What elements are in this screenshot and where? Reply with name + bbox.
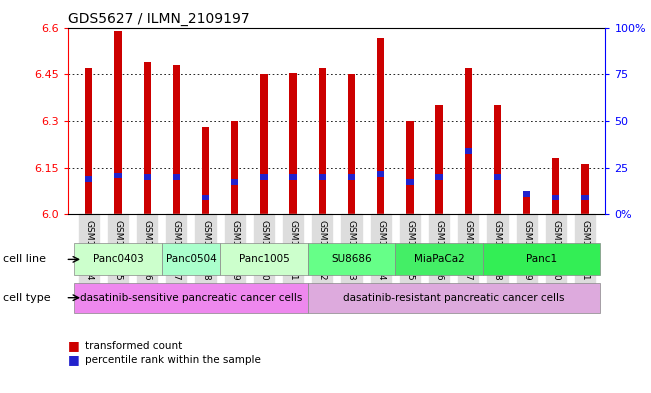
Bar: [318, 174, 326, 180]
Text: dasatinib-resistant pancreatic cancer cells: dasatinib-resistant pancreatic cancer ce…: [343, 293, 564, 303]
Bar: [260, 174, 268, 180]
Bar: [377, 39, 384, 214]
Text: MiaPaCa2: MiaPaCa2: [413, 254, 464, 264]
Bar: [308, 283, 600, 313]
Bar: [523, 193, 531, 214]
Bar: [231, 179, 238, 185]
Bar: [143, 62, 151, 214]
Text: SU8686: SU8686: [331, 254, 372, 264]
Bar: [318, 68, 326, 214]
Text: ■: ■: [68, 353, 80, 366]
Bar: [260, 74, 268, 214]
Bar: [85, 68, 92, 214]
Bar: [552, 195, 559, 200]
Bar: [143, 174, 151, 180]
Bar: [161, 243, 220, 275]
Bar: [308, 243, 395, 275]
Bar: [406, 121, 413, 214]
Bar: [436, 174, 443, 180]
Bar: [493, 105, 501, 214]
Bar: [202, 195, 209, 200]
Bar: [493, 174, 501, 180]
Bar: [115, 31, 122, 214]
Bar: [173, 65, 180, 214]
Bar: [406, 179, 413, 185]
Bar: [377, 171, 384, 177]
Bar: [581, 164, 589, 214]
Text: GDS5627 / ILMN_2109197: GDS5627 / ILMN_2109197: [68, 13, 250, 26]
Bar: [202, 127, 209, 214]
Bar: [231, 121, 238, 214]
Bar: [348, 174, 355, 180]
Bar: [581, 195, 589, 200]
Bar: [436, 105, 443, 214]
Bar: [74, 243, 161, 275]
Bar: [115, 173, 122, 178]
Bar: [290, 73, 297, 214]
Text: cell line: cell line: [3, 254, 46, 264]
Text: Panc0403: Panc0403: [92, 254, 143, 264]
Text: Panc0504: Panc0504: [165, 254, 216, 264]
Bar: [173, 174, 180, 180]
Text: ■: ■: [68, 339, 80, 353]
Text: transformed count: transformed count: [85, 341, 182, 351]
Text: Panc1005: Panc1005: [238, 254, 289, 264]
Text: Panc1: Panc1: [525, 254, 557, 264]
Bar: [220, 243, 308, 275]
Bar: [85, 176, 92, 182]
Bar: [552, 158, 559, 214]
Text: cell type: cell type: [3, 293, 51, 303]
Bar: [465, 148, 472, 154]
Bar: [395, 243, 483, 275]
Text: dasatinib-sensitive pancreatic cancer cells: dasatinib-sensitive pancreatic cancer ce…: [80, 293, 302, 303]
Bar: [523, 191, 531, 197]
Bar: [348, 74, 355, 214]
Bar: [483, 243, 600, 275]
Bar: [290, 174, 297, 180]
Text: percentile rank within the sample: percentile rank within the sample: [85, 354, 260, 365]
Bar: [465, 68, 472, 214]
Bar: [74, 283, 308, 313]
